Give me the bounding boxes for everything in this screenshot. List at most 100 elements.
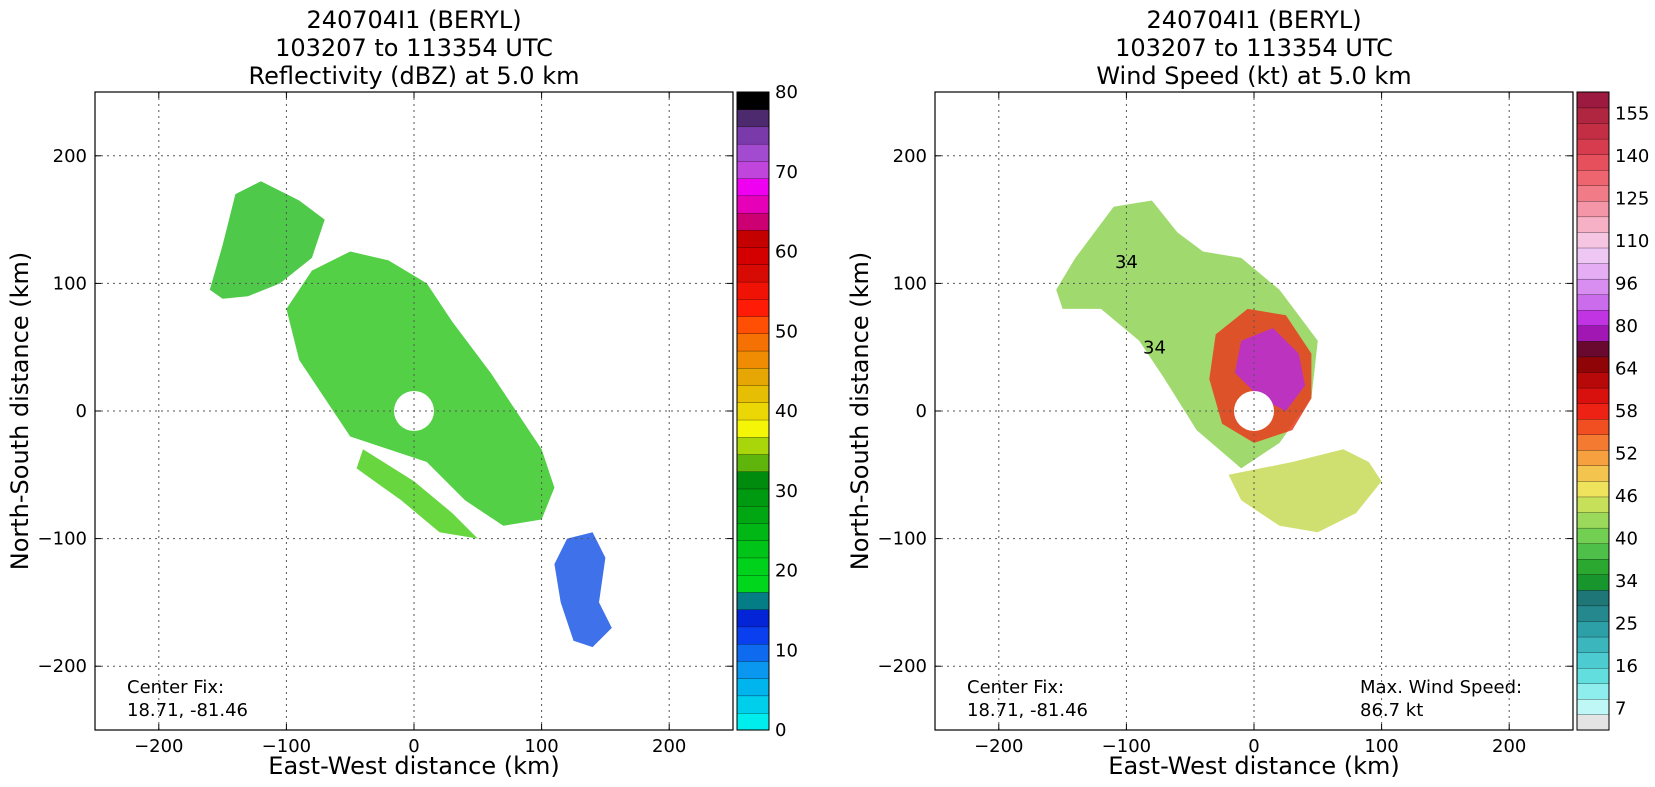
wind-colorbar-segment-28 <box>1576 278 1610 295</box>
wind-colorbar-segment-7 <box>1576 605 1610 622</box>
reflectivity-colorbar-segment-31 <box>736 178 770 197</box>
wind-x-tick-label-3: 100 <box>1364 736 1398 757</box>
reflectivity-colorbar-segment-9 <box>736 557 770 576</box>
wind-colorbar-tick-1: 16 <box>1615 656 1638 677</box>
reflectivity-colorbar-tick-3: 30 <box>775 481 798 502</box>
wind-colorbar-segment-38 <box>1576 122 1610 140</box>
reflectivity-colorbar-segment-17 <box>736 419 770 438</box>
wind-colorbar-segment-8 <box>1576 589 1610 607</box>
wind-contour-label-0: 34 <box>1115 252 1138 273</box>
reflectivity-title-line-1: 240704I1 (BERYL) <box>306 6 521 34</box>
reflectivity-colorbar-segment-32 <box>736 160 770 179</box>
wind-colorbar-tick-13: 140 <box>1615 146 1649 167</box>
reflectivity-center-fix-value: 18.71, -81.46 <box>127 700 248 721</box>
wind-colorbar-segment-10 <box>1576 558 1610 575</box>
wind-colorbar-segment-16 <box>1576 465 1610 482</box>
reflectivity-y-tick-label-3: 100 <box>53 273 87 294</box>
wind-colorbar-segment-17 <box>1576 449 1610 467</box>
wind-x-tick-label-1: −100 <box>1102 736 1151 757</box>
reflectivity-southern-arc <box>356 449 478 539</box>
reflectivity-colorbar-segment-18 <box>736 402 770 421</box>
reflectivity-colorbar-segment-4 <box>736 643 770 662</box>
reflectivity-x-tick-label-2: 0 <box>408 736 419 757</box>
wind-colorbar: 7 16 25 34 40 46 52 58 64 80 96 110 125 140 155 <box>1576 91 1649 731</box>
wind-y-tick-label-4: 200 <box>893 146 927 167</box>
reflectivity-title-line-3: Reflectivity (dBZ) at 5.0 km <box>249 62 580 90</box>
wind-colorbar-segment-0 <box>1576 714 1610 731</box>
reflectivity-colorbar-tick-7: 70 <box>775 162 798 183</box>
wind-colorbar-segment-9 <box>1576 574 1610 591</box>
wind-colorbar-tick-2: 25 <box>1615 614 1638 635</box>
wind-colorbar-tick-0: 7 <box>1615 699 1626 720</box>
wind-title-line-3: Wind Speed (kt) at 5.0 km <box>1096 62 1411 90</box>
reflectivity-colorbar-segment-14 <box>736 471 770 490</box>
wind-colorbar-segment-33 <box>1576 200 1610 218</box>
reflectivity-colorbar-segment-1 <box>736 695 770 714</box>
reflectivity-data-layer <box>209 181 612 648</box>
reflectivity-colorbar: 0 10 20 30 40 50 60 70 80 <box>736 82 798 741</box>
wind-purple-max <box>1234 328 1305 411</box>
reflectivity-colorbar-segment-2 <box>736 678 770 697</box>
wind-colorbar-segment-31 <box>1576 231 1610 249</box>
wind-colorbar-segment-13 <box>1576 512 1610 529</box>
wind-colorbar-tick-11: 110 <box>1615 231 1649 252</box>
reflectivity-colorbar-segment-23 <box>736 316 770 334</box>
wind-colorbar-segment-18 <box>1576 434 1610 451</box>
reflectivity-colorbar-segment-10 <box>736 540 770 559</box>
reflectivity-x-tick-label-1: −100 <box>262 736 311 757</box>
wind-y-tick-label-1: −100 <box>878 529 927 550</box>
wind-colorbar-tick-5: 46 <box>1615 486 1638 507</box>
reflectivity-colorbar-segment-24 <box>736 298 770 317</box>
wind-colorbar-segment-35 <box>1576 169 1610 186</box>
reflectivity-colorbar-segment-11 <box>736 522 770 541</box>
wind-colorbar-segment-23 <box>1576 356 1610 373</box>
reflectivity-colorbar-segment-13 <box>736 488 770 507</box>
wind-colorbar-tick-8: 64 <box>1615 358 1638 379</box>
reflectivity-colorbar-tick-1: 10 <box>775 640 798 661</box>
reflectivity-colorbar-tick-8: 80 <box>775 82 798 103</box>
reflectivity-southeast-fragments <box>554 532 612 648</box>
wind-colorbar-segment-3 <box>1576 667 1610 684</box>
reflectivity-center-fix-label: Center Fix: <box>127 677 224 698</box>
reflectivity-plot-area: −200 −100 0 100 200 −200 −100 0 100 200 <box>38 91 734 757</box>
wind-colorbar-segment-39 <box>1576 107 1610 124</box>
reflectivity-x-tick-label-0: −200 <box>134 736 183 757</box>
wind-colorbar-segment-34 <box>1576 185 1610 202</box>
wind-y-tick-label-2: 0 <box>916 401 927 422</box>
wind-colorbar-tick-4: 40 <box>1615 529 1638 550</box>
reflectivity-y-tick-label-4: 200 <box>53 146 87 167</box>
reflectivity-colorbar-segment-34 <box>736 126 770 145</box>
wind-colorbar-segment-1 <box>1576 698 1610 715</box>
reflectivity-x-tick-label-3: 100 <box>524 736 558 757</box>
wind-colorbar-segment-24 <box>1576 340 1610 358</box>
wind-colorbar-tick-10: 96 <box>1615 273 1638 294</box>
wind-colorbar-segment-14 <box>1576 496 1610 513</box>
reflectivity-title-line-2: 103207 to 113354 UTC <box>275 34 553 62</box>
reflectivity-main-eyewall-region <box>286 251 555 526</box>
wind-x-tick-label-0: −200 <box>974 736 1023 757</box>
reflectivity-colorbar-tick-2: 20 <box>775 561 798 582</box>
reflectivity-colorbar-segment-20 <box>736 367 770 386</box>
wind-colorbar-frame <box>1576 91 1610 731</box>
wind-y-tick-label-0: −200 <box>878 656 927 677</box>
wind-colorbar-segment-40 <box>1576 91 1610 109</box>
wind-x-tick-label-4: 200 <box>1492 736 1526 757</box>
reflectivity-colorbar-segment-21 <box>736 350 770 369</box>
wind-contour-label-1: 34 <box>1143 338 1166 359</box>
wind-center-fix-value: 18.71, -81.46 <box>967 700 1088 721</box>
wind-plot-area: 34 34 −200 −100 0 100 200 −200 −100 0 100 200 <box>878 91 1574 757</box>
wind-colorbar-segment-26 <box>1576 309 1610 326</box>
reflectivity-colorbar-segment-29 <box>736 212 770 231</box>
reflectivity-y-axis-label: North-South distance (km) <box>6 252 34 571</box>
reflectivity-x-tick-label-4: 200 <box>652 736 686 757</box>
wind-colorbar-tick-14: 155 <box>1615 103 1649 124</box>
reflectivity-colorbar-segment-3 <box>736 660 770 679</box>
reflectivity-y-tick-label-0: −200 <box>38 656 87 677</box>
max-wind-speed-label: Max. Wind Speed: <box>1360 677 1522 698</box>
reflectivity-colorbar-frame <box>736 91 770 731</box>
reflectivity-northwest-rainband <box>209 181 325 299</box>
wind-colorbar-segment-30 <box>1576 247 1610 264</box>
wind-y-tick-label-3: 100 <box>893 273 927 294</box>
reflectivity-colorbar-segment-0 <box>736 712 770 731</box>
